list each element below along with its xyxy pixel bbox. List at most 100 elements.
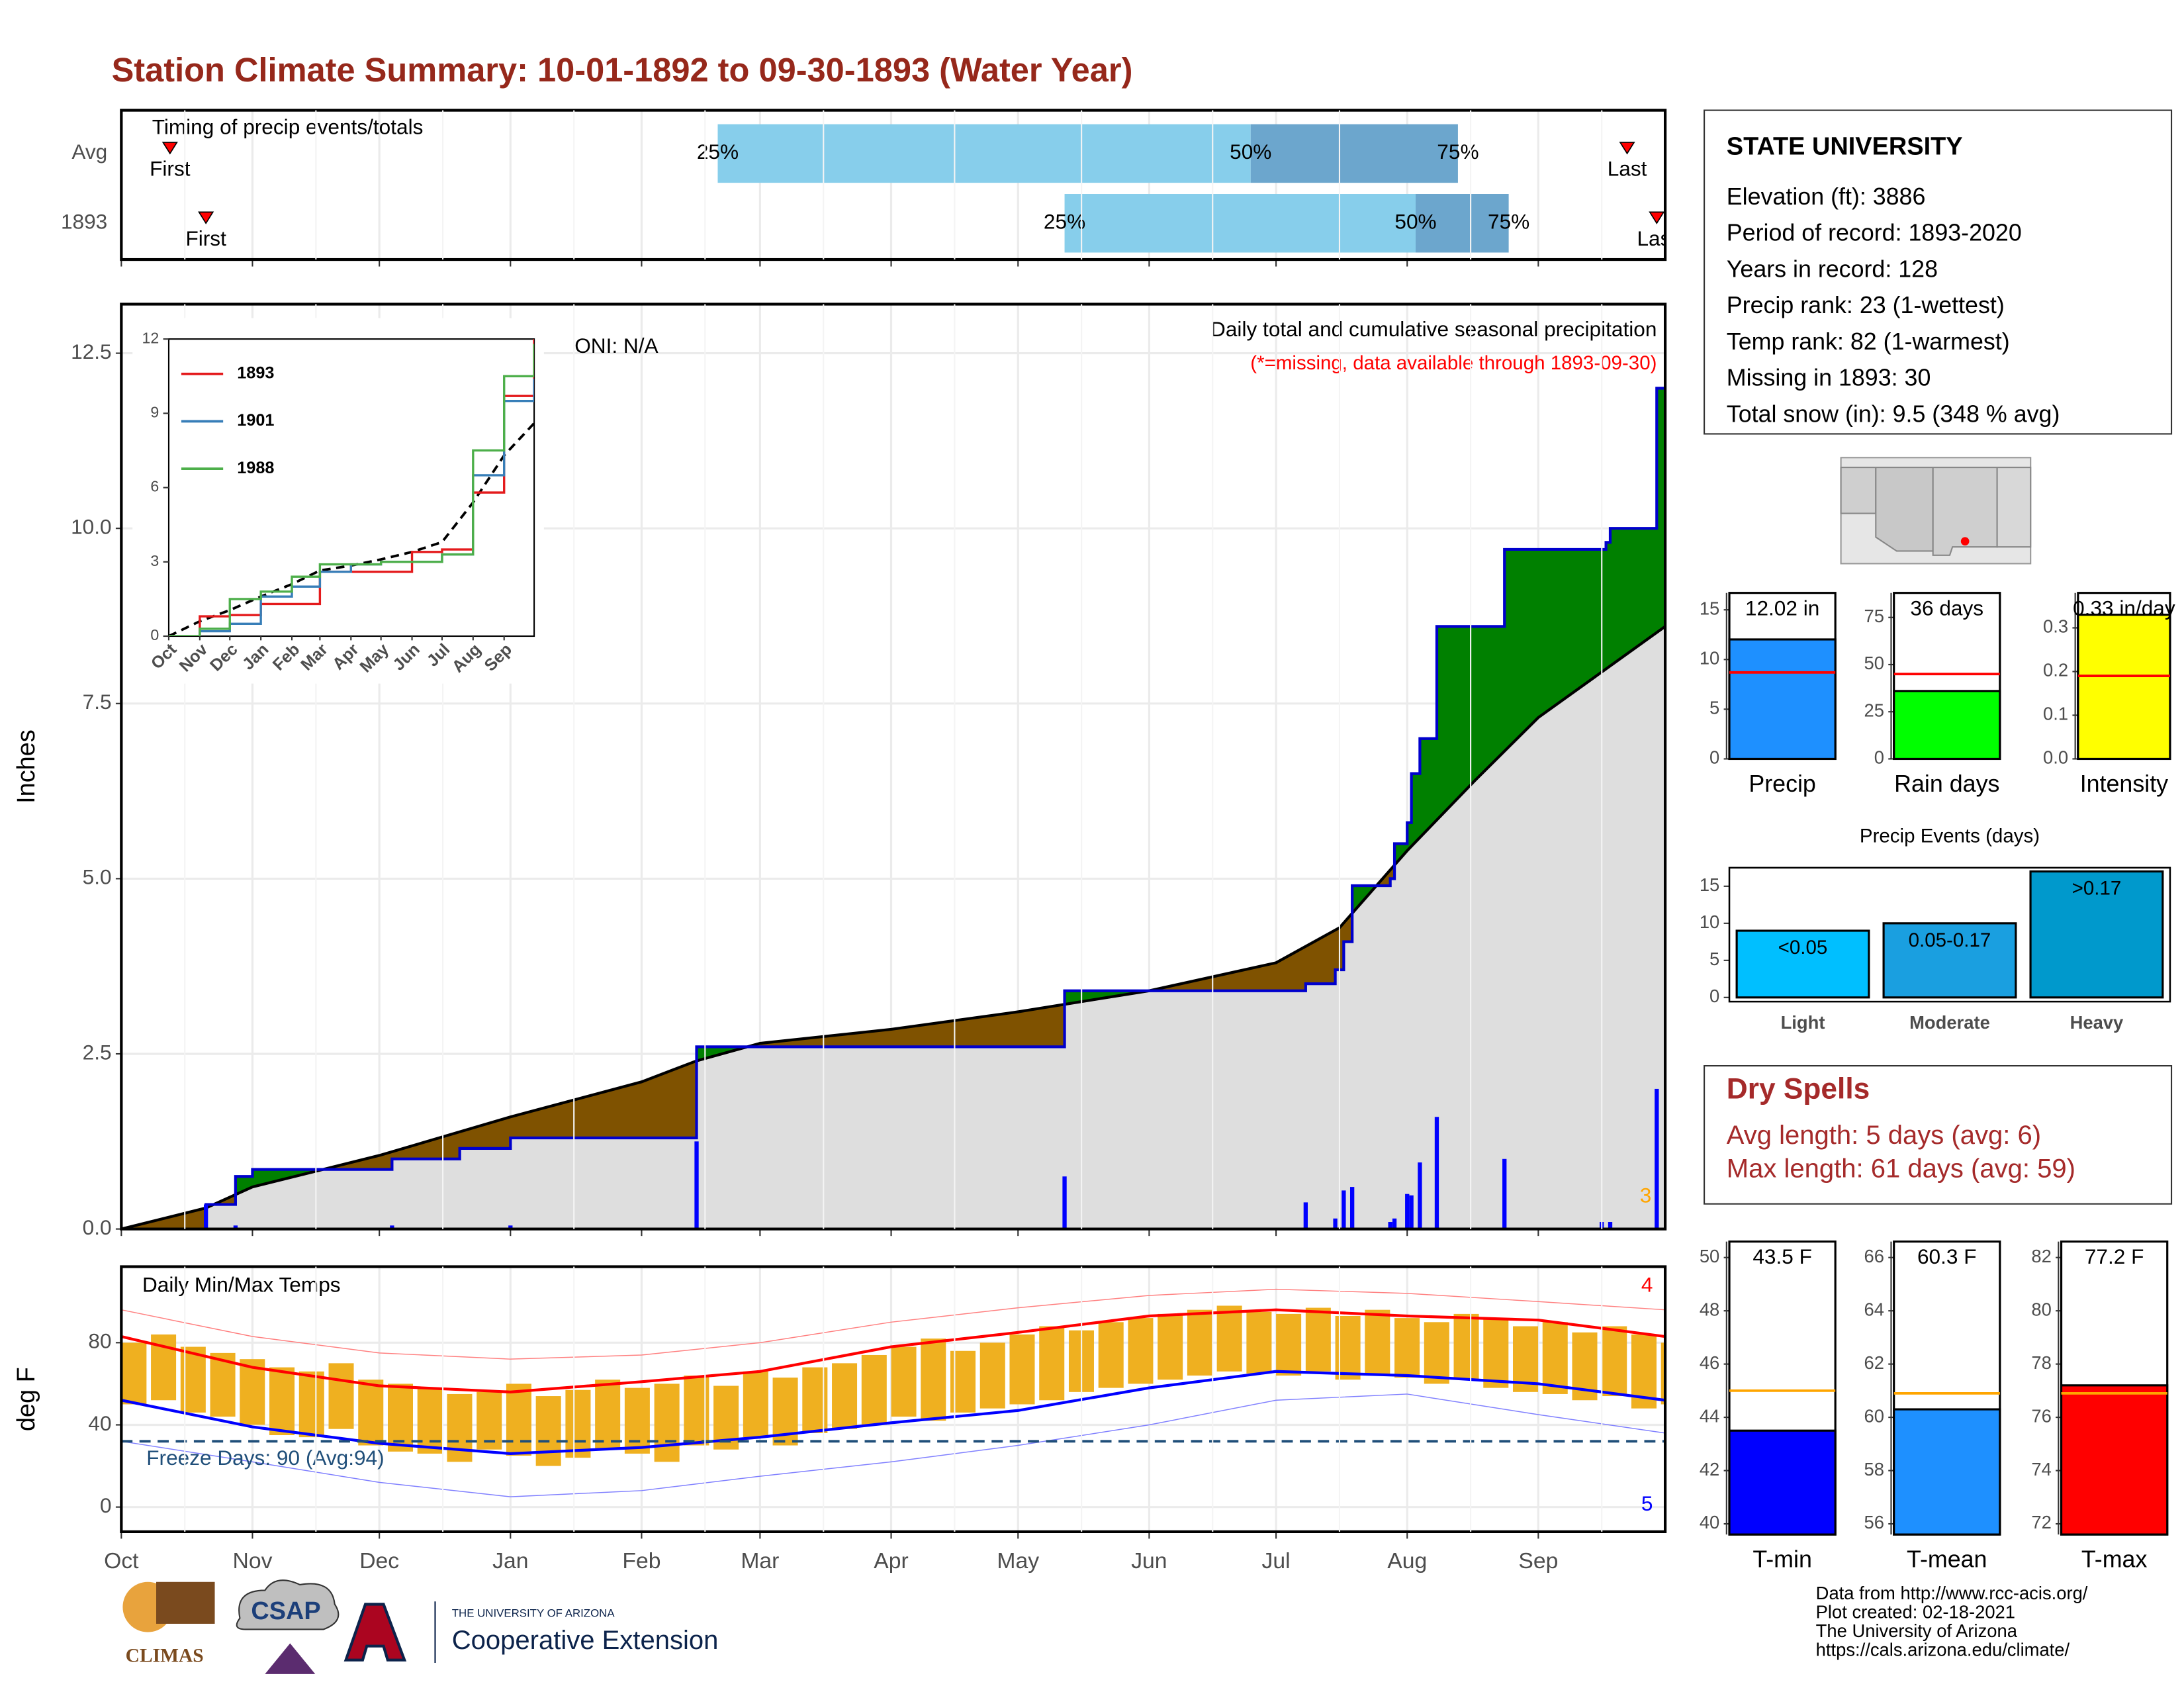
logo-text: CLIMAS (126, 1645, 204, 1666)
event-bar-label: <0.05 (1778, 937, 1828, 959)
event-marker (1649, 211, 1665, 224)
footer: Data from http://www.rcc-acis.org/Plot c… (1816, 1583, 2088, 1660)
summary-bar (1893, 690, 2001, 761)
precip-note: (*=missing, data available through 1893-… (1250, 352, 1657, 374)
csap-mountain (265, 1643, 316, 1674)
event-label: First (150, 157, 191, 181)
y-tick-label: 0 (1874, 747, 1884, 768)
y-tick-label: 0.2 (2043, 660, 2068, 680)
y-tick-label: 0 (100, 1493, 112, 1517)
record-label: 3 (1640, 1183, 1652, 1207)
temp-range-bar (595, 1380, 621, 1450)
x-tick-label: Apr (874, 1548, 908, 1573)
temp-range-bar (861, 1354, 887, 1425)
temp-range-bar (417, 1387, 443, 1454)
temp-range-bar (1513, 1326, 1539, 1392)
temp-range-bar (565, 1389, 591, 1458)
event-marker (1619, 142, 1635, 155)
y-tick-label: 0 (1709, 747, 1719, 768)
summary-panel: 0.0 0.1 0.2 0.30.33 in/day Intensity (2043, 592, 2175, 797)
footer-line: https://cals.arizona.edu/climate/ (1816, 1639, 2070, 1660)
daily-bar (1388, 1222, 1392, 1229)
inset-frame (167, 338, 535, 637)
temp-range-bar (1276, 1313, 1302, 1376)
footer-line: Data from http://www.rcc-acis.org/ (1816, 1583, 2088, 1603)
temp-range-bar (506, 1383, 531, 1456)
temp-range-bar (743, 1371, 768, 1438)
y-axis-label: Inches (13, 729, 40, 804)
x-tick-label: Moderate (1909, 1012, 1990, 1033)
y-tick-label: 62 (1864, 1352, 1884, 1373)
x-tick-label: Aug (1387, 1548, 1427, 1573)
y-tick-label: 82 (2031, 1246, 2051, 1266)
station-dot (1960, 537, 1970, 546)
row-label: 1893 (61, 210, 107, 234)
summary-panel: 0 25 50 75 36 days Rain days (1864, 592, 2001, 797)
temp-range-bar (1098, 1322, 1124, 1388)
event-marker (161, 142, 178, 155)
temp-range-bar (1542, 1322, 1568, 1394)
legend-label: 1901 (237, 411, 274, 430)
ua-logo (343, 1603, 407, 1662)
oni-label: ONI: N/A (574, 334, 659, 357)
temp-range-bar (1009, 1334, 1035, 1405)
summary-bar (2060, 1384, 2169, 1536)
quartile-bar (1416, 194, 1509, 253)
x-tick-label: Jun (1131, 1548, 1167, 1573)
temp-range-bar (358, 1380, 384, 1446)
average-line (121, 625, 1666, 1229)
precip-subtitle: Daily total and cumulative seasonal prec… (1210, 317, 1657, 341)
y-tick-label: 74 (2031, 1459, 2051, 1479)
y-tick-label: 0 (150, 626, 159, 643)
x-tick-label: Light (1781, 1012, 1825, 1033)
dry-spells-title: Dry Spells (1727, 1073, 1870, 1105)
x-tick-label: Dec (359, 1548, 399, 1573)
daily-bar (1409, 1195, 1414, 1229)
quartile-bar (1250, 124, 1458, 183)
precip-panel: 0.0 2.5 5.0 7.5 10.0 12.5 Inches ONI: N/A Daily … (13, 303, 1667, 1239)
y-tick-label: 80 (88, 1329, 111, 1353)
logos: CLIMAS CSAP THE UNIVERSITY OF ARIZONA Co… (122, 1579, 718, 1674)
footer-line: The University of Arizona (1816, 1620, 2018, 1641)
temp-range-bar (240, 1359, 265, 1425)
panel-border (120, 109, 1667, 261)
dry-spell-line: Max length: 61 days (avg: 59) (1727, 1154, 2075, 1184)
dry-spell-line: Avg length: 5 days (avg: 6) (1727, 1121, 2041, 1150)
info-line: Period of record: 1893-2020 (1727, 220, 2022, 246)
temp-range-bar (328, 1363, 354, 1429)
map-state (1996, 466, 2032, 548)
daily-bar (1062, 1176, 1067, 1229)
daily-bar (390, 1225, 394, 1229)
timing-bars: 25% 50% 75% First Last 25% 50% 75% First Last (150, 124, 1665, 253)
y-tick-label: 15 (1700, 598, 1719, 618)
y-tick-label: 5.0 (83, 865, 112, 889)
y-tick-label: 2.5 (83, 1040, 112, 1064)
record-high-label: 4 (1641, 1272, 1653, 1296)
x-tick-label: Sep (1518, 1548, 1558, 1573)
temp-range-bar (121, 1342, 147, 1405)
summary-category: Intensity (2080, 771, 2168, 797)
y-tick-label: 15 (1700, 874, 1719, 895)
event-bar (2029, 870, 2164, 999)
y-tick-label: 0.1 (2043, 704, 2068, 724)
summary-panel: 40 42 44 46 48 50 43.5 F T-min (1700, 1240, 1837, 1573)
temp-range-bar (1424, 1322, 1449, 1384)
x-tick-label: Nov (232, 1548, 272, 1573)
panel-border (120, 303, 1667, 1231)
temp-range-bar (1602, 1326, 1627, 1397)
info-line: Total snow (in): 9.5 (348 % avg) (1727, 401, 2060, 428)
y-tick-label: 42 (1700, 1459, 1719, 1479)
x-tick-label: Jul (1262, 1548, 1291, 1573)
info-line: Years in record: 128 (1727, 256, 1938, 282)
summary-value-label: 77.2 F (2085, 1244, 2144, 1268)
daily-bar (508, 1225, 513, 1229)
daily-bar (694, 1141, 699, 1229)
summary-value-label: 60.3 F (1917, 1244, 1977, 1268)
page-title: Station Climate Summary: 10-01-1892 to 0… (112, 51, 1133, 89)
x-tick-label: Mar (741, 1548, 779, 1573)
temp-line (121, 1393, 1666, 1497)
x-tick-label: Heavy (2070, 1012, 2124, 1033)
timing-title: Timing of precip events/totals (152, 115, 424, 138)
event-bar (1882, 922, 2017, 999)
y-tick-label: 25 (1864, 700, 1884, 720)
